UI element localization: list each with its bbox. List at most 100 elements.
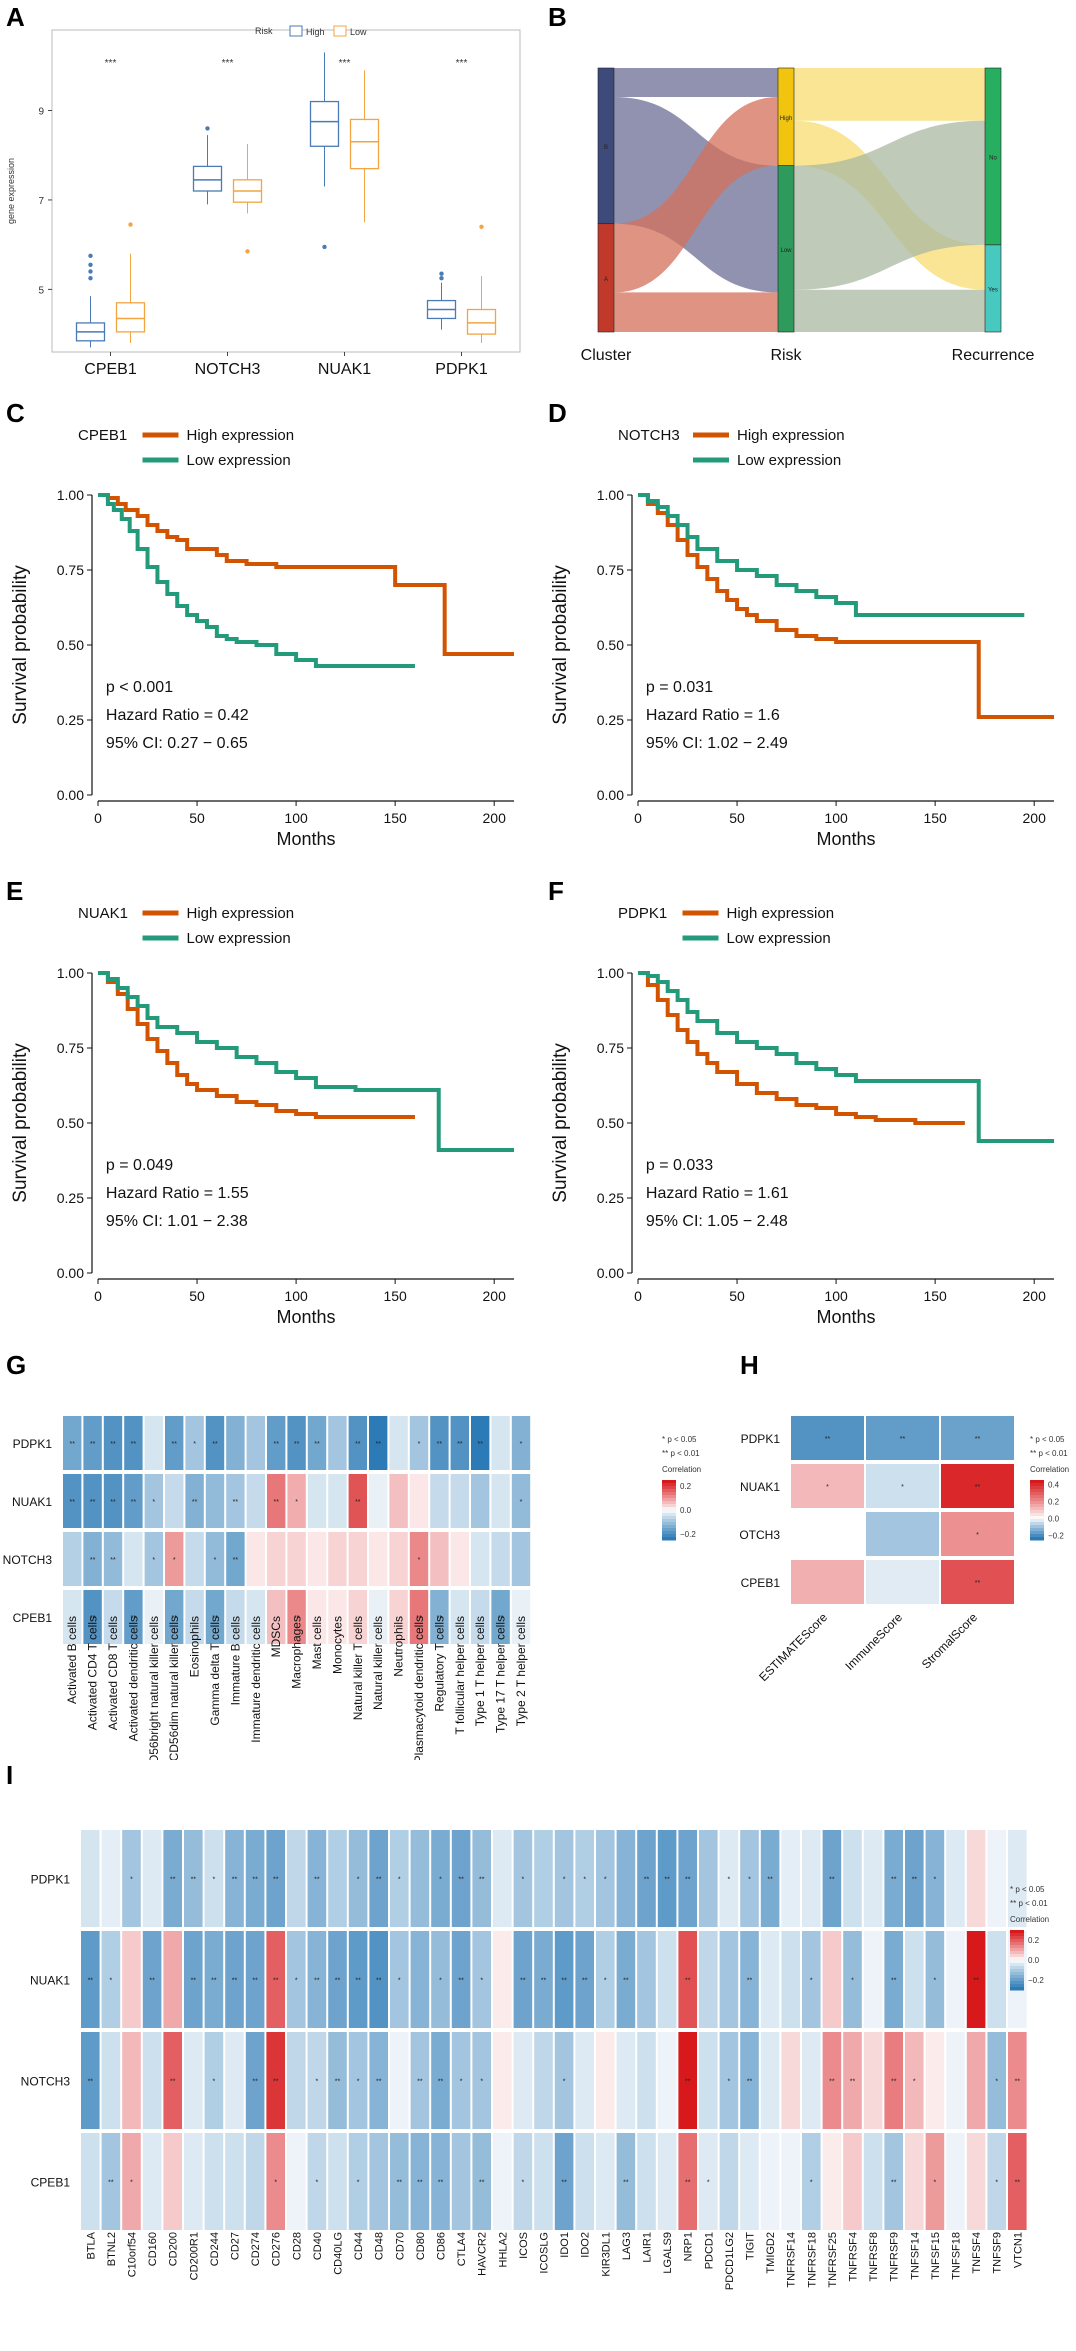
- heat-star: **: [191, 1978, 197, 1985]
- heat-cell: [63, 1590, 82, 1644]
- heat-cell: [369, 1474, 388, 1528]
- x-axis-label: Months: [276, 829, 335, 849]
- heat-cell: [450, 1590, 469, 1644]
- heat-cell: [205, 1474, 225, 1528]
- heat-cell: [946, 2133, 965, 2230]
- heat-cell: [410, 1830, 430, 1927]
- x-tick-label: 50: [729, 810, 745, 826]
- legend-gene: PDPK1: [618, 905, 667, 922]
- legend-gradient-step: [1030, 1495, 1044, 1499]
- col-label: Activated B cells: [65, 1616, 79, 1704]
- heat-star: **: [355, 1978, 361, 1985]
- heat-star: *: [522, 2180, 525, 2187]
- x-axis-label: Months: [276, 1307, 335, 1327]
- flow-A-High: [614, 97, 778, 293]
- heat-star: **: [417, 2079, 423, 2086]
- heat-star: **: [458, 1877, 464, 1884]
- x-tick-label: PDPK1: [435, 361, 488, 378]
- legend-gradient-step: [1010, 1960, 1024, 1964]
- heat-star: **: [416, 1615, 422, 1622]
- heat-star: *: [563, 1877, 566, 1884]
- legend-label-low: Low expression: [737, 452, 841, 469]
- legend-gradient-step: [1010, 1966, 1024, 1970]
- heat-cell: [307, 2032, 327, 2129]
- heat-star: *: [748, 1877, 751, 1884]
- heat-star: **: [233, 1499, 239, 1506]
- heat-cell: [471, 1474, 490, 1528]
- heat-star: *: [130, 1877, 133, 1884]
- heat-cell: [307, 1830, 327, 1927]
- box-outlier: [128, 222, 133, 227]
- heat-cell: [884, 2032, 903, 2129]
- legend-gradient-step: [1030, 1510, 1044, 1514]
- heat-cell: [925, 1931, 945, 2028]
- km-curve-high: [638, 493, 1054, 719]
- col-label: HHLA2: [497, 2232, 509, 2267]
- heat-cell: [369, 1416, 388, 1470]
- heat-cell: [822, 1830, 842, 1927]
- col-label: LAIR1: [642, 2232, 654, 2263]
- heat-star: **: [458, 1978, 464, 1985]
- col-label: Mast cells: [310, 1616, 324, 1669]
- col-label: TNFSF4: [971, 2232, 983, 2274]
- heat-star: *: [193, 1441, 196, 1448]
- heat-star: **: [561, 2180, 567, 2187]
- x-axis-label: Months: [816, 829, 875, 849]
- heat-cell: [410, 1931, 430, 2028]
- heat-star: **: [685, 1978, 691, 1985]
- col-label: IDO1: [559, 2232, 571, 2258]
- heat-cell: [554, 1931, 574, 2028]
- heat-cell: [941, 1416, 1014, 1460]
- heat-star: **: [891, 1877, 897, 1884]
- heat-cell: [451, 1931, 471, 2028]
- heat-cell: [83, 1590, 102, 1644]
- heat-cell: [450, 1532, 469, 1586]
- y-tick-label: 1.00: [57, 965, 84, 981]
- heat-star: **: [335, 2079, 341, 2086]
- legend-label-high: High expression: [187, 427, 295, 444]
- legend-gradient-step: [662, 1519, 676, 1523]
- flow-Low-Yes: [794, 289, 985, 332]
- heat-star: **: [437, 1441, 443, 1448]
- heat-cell: [1008, 1830, 1027, 1927]
- heat-star: **: [273, 1499, 279, 1506]
- heat-cell: [103, 1590, 123, 1644]
- heat-cell: [596, 2133, 615, 2230]
- heat-cell: [163, 2032, 182, 2129]
- heat-star: **: [90, 1615, 96, 1622]
- y-tick-label: 0.00: [57, 787, 84, 803]
- hazard-ratio: Hazard Ratio = 1.6: [646, 707, 780, 724]
- y-axis-label: Survival probability: [550, 1043, 571, 1203]
- heat-cell: [511, 1532, 531, 1586]
- col-label: Activated CD8 T cells: [106, 1616, 120, 1730]
- legend-tick-label: 0.0: [1048, 1515, 1060, 1524]
- box-outlier: [322, 244, 327, 250]
- legend-gradient-step: [1010, 1963, 1024, 1967]
- heat-cell: [63, 1474, 82, 1528]
- heat-cell: [946, 2032, 965, 2129]
- heat-cell: [103, 1416, 123, 1470]
- heat-star: **: [829, 2079, 835, 2086]
- heat-star: *: [995, 2180, 998, 2187]
- heat-star: *: [520, 1499, 523, 1506]
- heat-star: *: [934, 2180, 937, 2187]
- heat-cell: [760, 2133, 780, 2230]
- heat-cell: [307, 1532, 327, 1586]
- col-label: CD200R1: [188, 2232, 200, 2280]
- heat-star: **: [110, 1441, 116, 1448]
- node-recurrence-Yes: [984, 244, 1002, 333]
- legend-gradient-step: [1010, 1975, 1024, 1979]
- x-tick-label: 0: [634, 810, 642, 826]
- y-tick-label: 0.75: [597, 562, 624, 578]
- heat-cell: [287, 1416, 306, 1470]
- col-label: CD40LG: [333, 2232, 345, 2275]
- heat-cell: [843, 2032, 862, 2129]
- heat-star: **: [171, 1615, 177, 1622]
- heat-cell: [185, 1532, 204, 1586]
- col-label: Monocytes: [330, 1616, 344, 1674]
- heat-star: **: [335, 1978, 341, 1985]
- heat-cell: [328, 1931, 347, 2028]
- legend-gradient-step: [1030, 1531, 1044, 1535]
- legend-gradient-step: [1030, 1513, 1044, 1517]
- alluvial-chart-b: B A High Low No Yes Cluster Risk Recurrence: [581, 67, 1034, 364]
